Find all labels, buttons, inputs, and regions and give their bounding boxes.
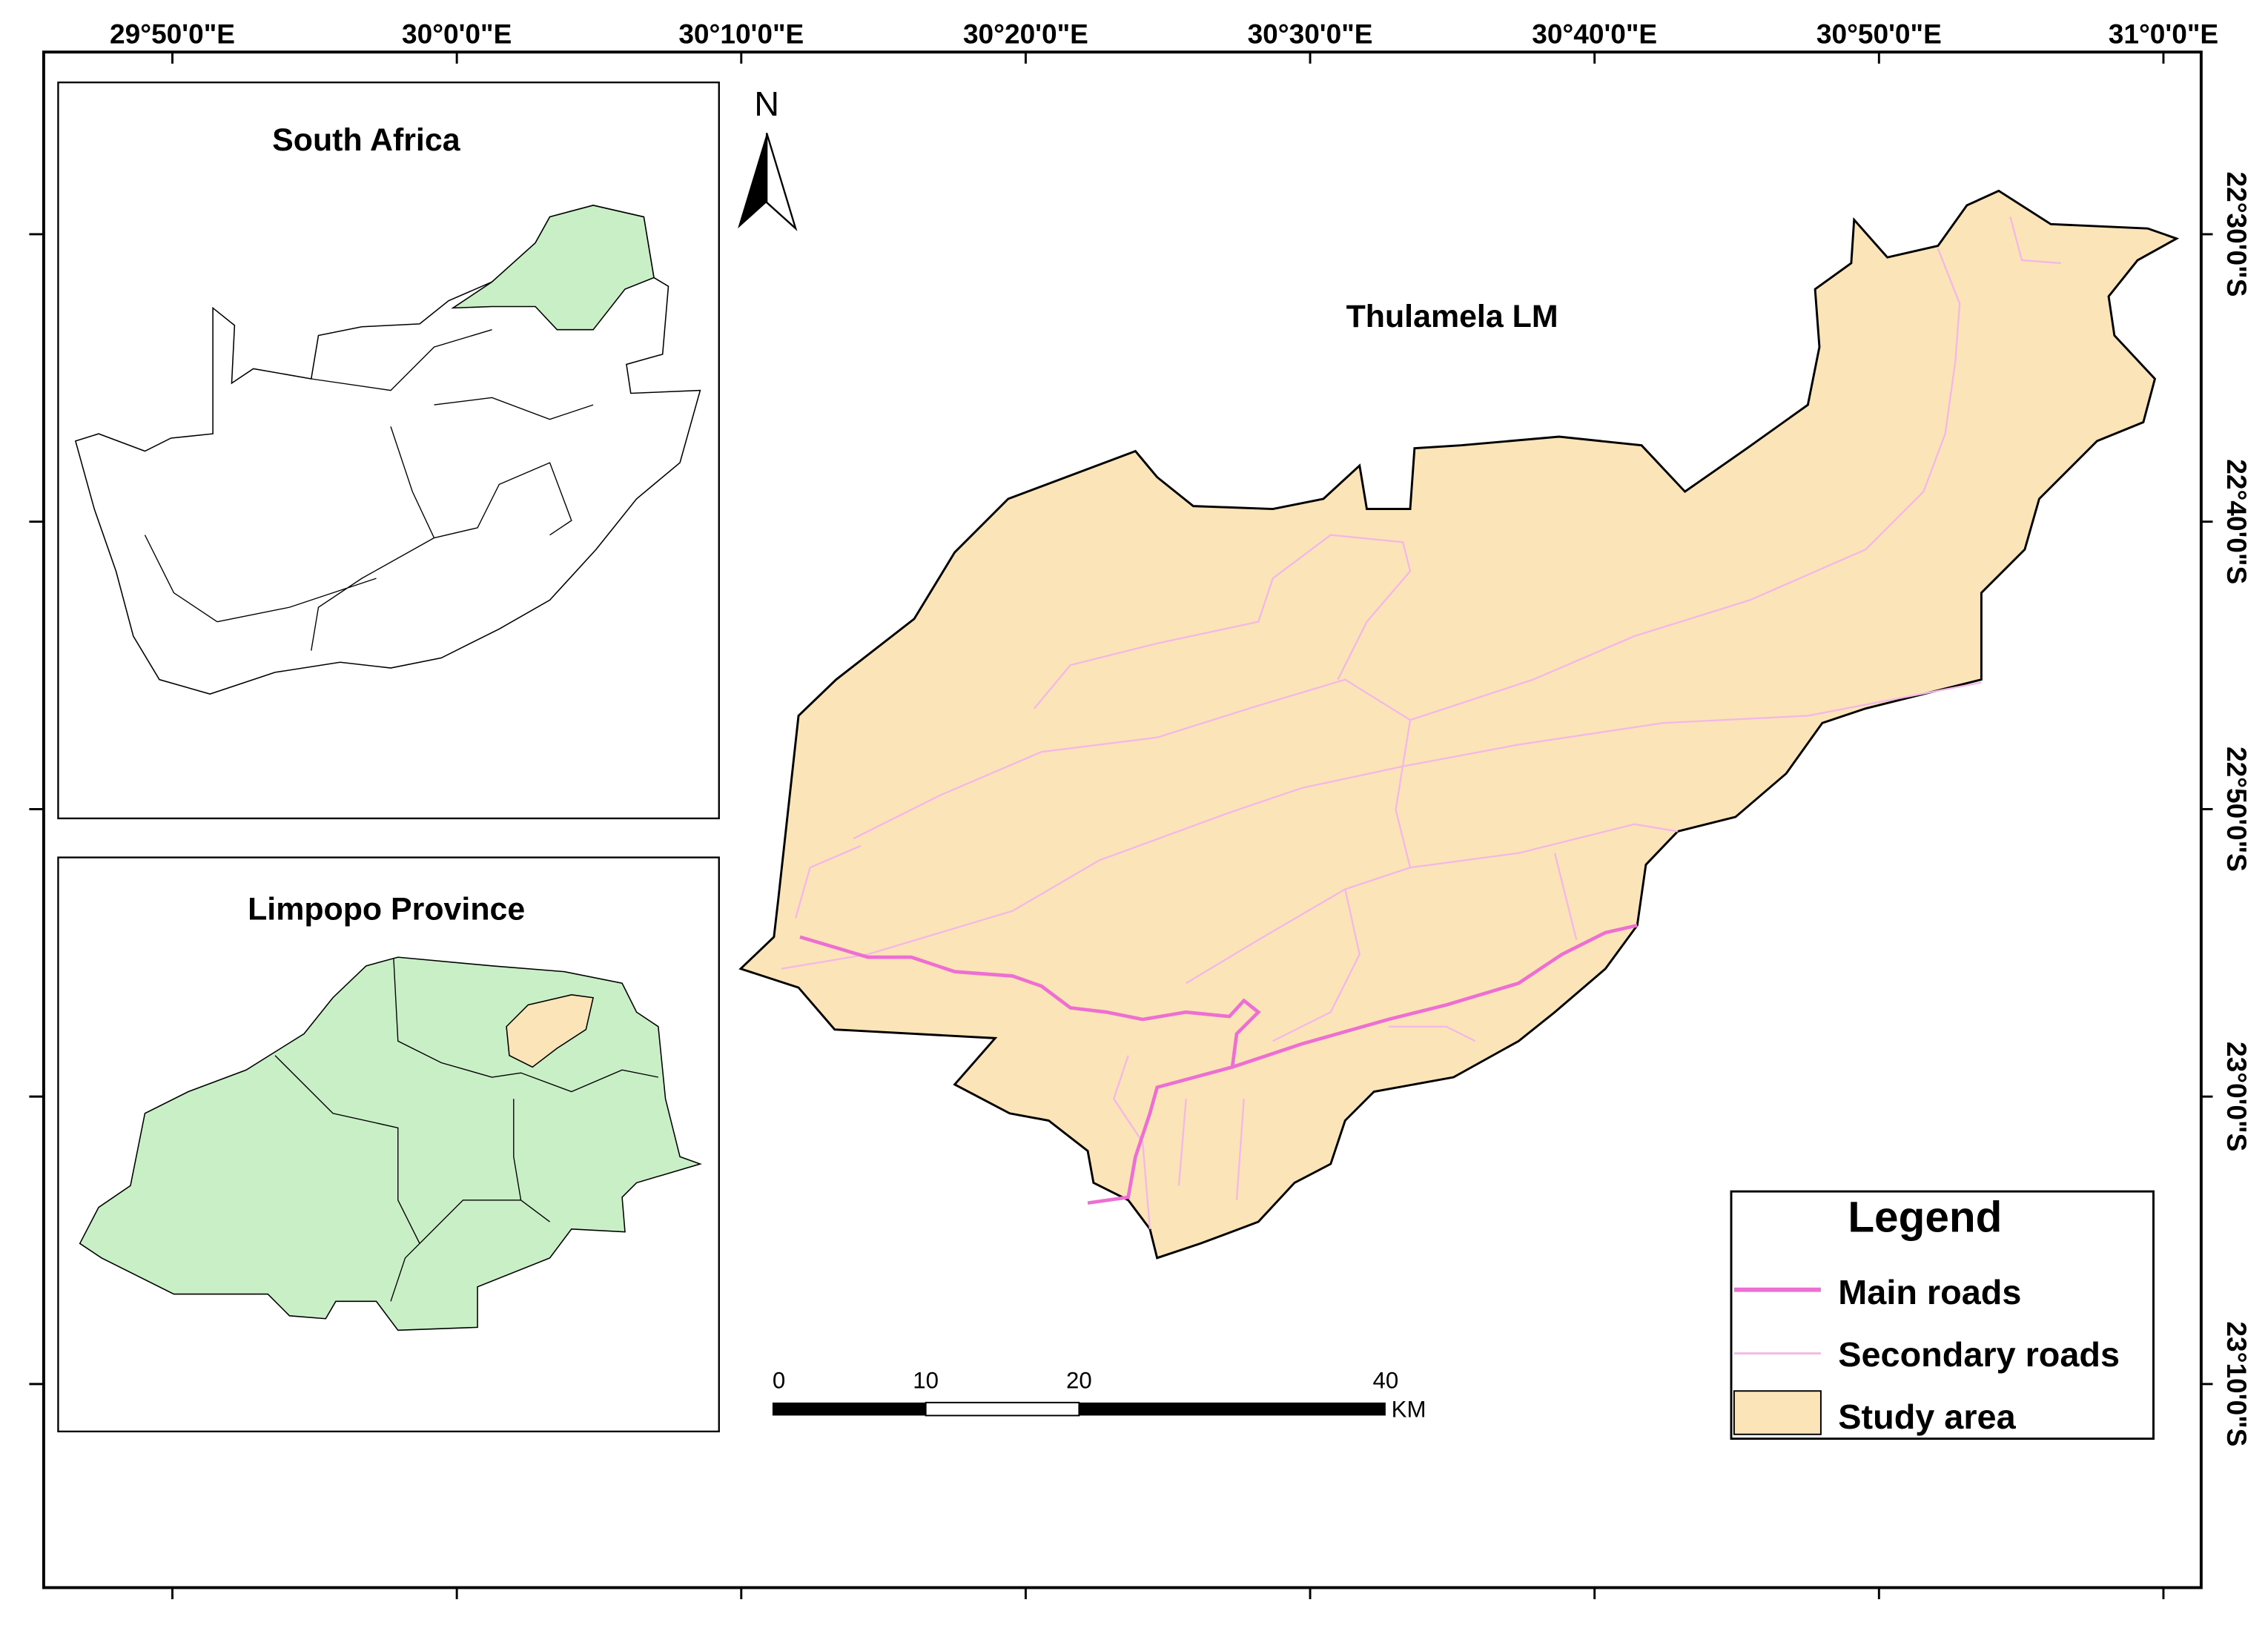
latitude-label: 22°50'0"S	[2221, 747, 2252, 872]
legend-item: Study area	[1838, 1397, 2016, 1436]
longitude-label: 30°30'0"E	[1248, 19, 1373, 50]
south-africa	[74, 205, 701, 695]
north-arrow	[765, 133, 798, 231]
secondary-roads	[781, 216, 2061, 1229]
north-label: N	[754, 85, 779, 123]
limpopo-highlight	[451, 205, 655, 331]
inset-title: Limpopo Province	[248, 891, 525, 927]
study-area-inset	[506, 994, 595, 1068]
latitude-label: 23°0'0"S	[2221, 1042, 2252, 1151]
longitude-label: 30°50'0"E	[1816, 19, 1942, 50]
map-title: Thulamela LM	[1346, 299, 1558, 334]
scale-segment	[925, 1401, 1080, 1417]
legend-symbol	[1733, 1390, 1822, 1435]
inset-frame	[57, 856, 720, 1433]
inset-frame	[57, 82, 720, 820]
scale-label: 20	[1066, 1367, 1092, 1393]
frame	[42, 50, 2203, 1589]
longitude-label: 29°50'0"E	[110, 19, 235, 50]
scale-label: 10	[913, 1367, 939, 1393]
province-borders	[144, 329, 594, 651]
longitude-label: 30°0'0"E	[402, 19, 512, 50]
inset-title: South Africa	[272, 122, 461, 158]
legend-title: Legend	[1848, 1194, 2002, 1242]
scale-label: 40	[1373, 1367, 1399, 1393]
district-borders	[274, 959, 658, 1302]
longitude-label: 31°0'0"E	[2109, 19, 2218, 50]
latitude-label: 22°40'0"S	[2221, 459, 2252, 584]
scale-label: 0	[773, 1367, 785, 1393]
scale-bar	[772, 1401, 1386, 1417]
legend-item: Secondary roads	[1838, 1335, 2120, 1374]
longitude-label: 30°10'0"E	[678, 19, 804, 50]
legend-item: Main roads	[1838, 1273, 2021, 1311]
longitude-label: 30°20'0"E	[963, 19, 1088, 50]
scale-segment	[772, 1402, 926, 1416]
scale-unit: KM	[1392, 1396, 1426, 1422]
latitude-label: 22°30'0"S	[2221, 171, 2252, 297]
longitude-label: 30°40'0"E	[1532, 19, 1657, 50]
scale-segment	[1079, 1402, 1386, 1416]
main-roads	[799, 923, 1638, 1205]
latitude-label: 23°10'0"S	[2221, 1321, 2252, 1446]
